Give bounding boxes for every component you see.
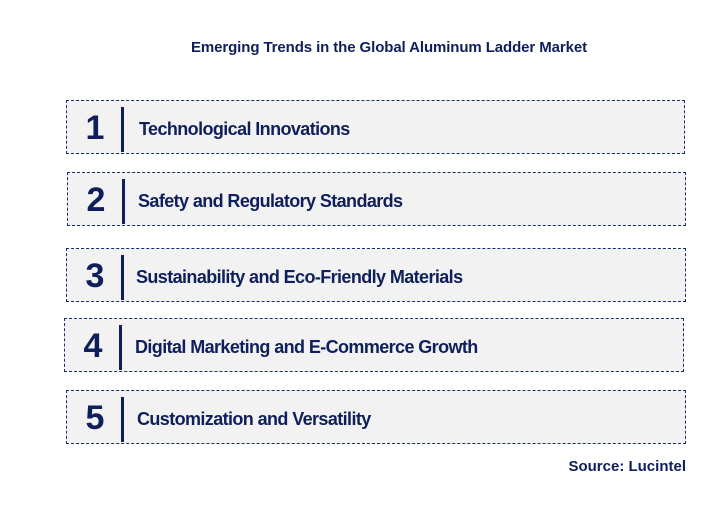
trend-divider [122,179,125,224]
trend-label: Sustainability and Eco-Friendly Material… [136,267,463,287]
trend-divider [119,325,122,370]
trend-item-1: 1 Technological Innovations [66,100,685,154]
trend-item-3: 3 Sustainability and Eco-Friendly Materi… [66,248,686,302]
trend-number: 3 [85,257,105,295]
diagram-title: Emerging Trends in the Global Aluminum L… [191,39,587,56]
trend-label: Customization and Versatility [137,409,371,429]
trend-label: Technological Innovations [139,119,350,139]
trend-item-2: 2 Safety and Regulatory Standards [67,172,686,226]
trend-number: 4 [83,327,103,365]
trend-label: Digital Marketing and E-Commerce Growth [135,337,478,357]
trend-divider [121,397,124,442]
source-credit: Source: Lucintel [568,458,686,475]
trend-number: 5 [85,399,105,437]
trend-label: Safety and Regulatory Standards [138,191,403,211]
trend-divider [121,107,124,152]
trend-number: 2 [86,181,106,219]
trend-number: 1 [85,109,105,147]
trend-item-4: 4 Digital Marketing and E-Commerce Growt… [64,318,684,372]
trend-divider [121,255,124,300]
trend-item-5: 5 Customization and Versatility [66,390,686,444]
